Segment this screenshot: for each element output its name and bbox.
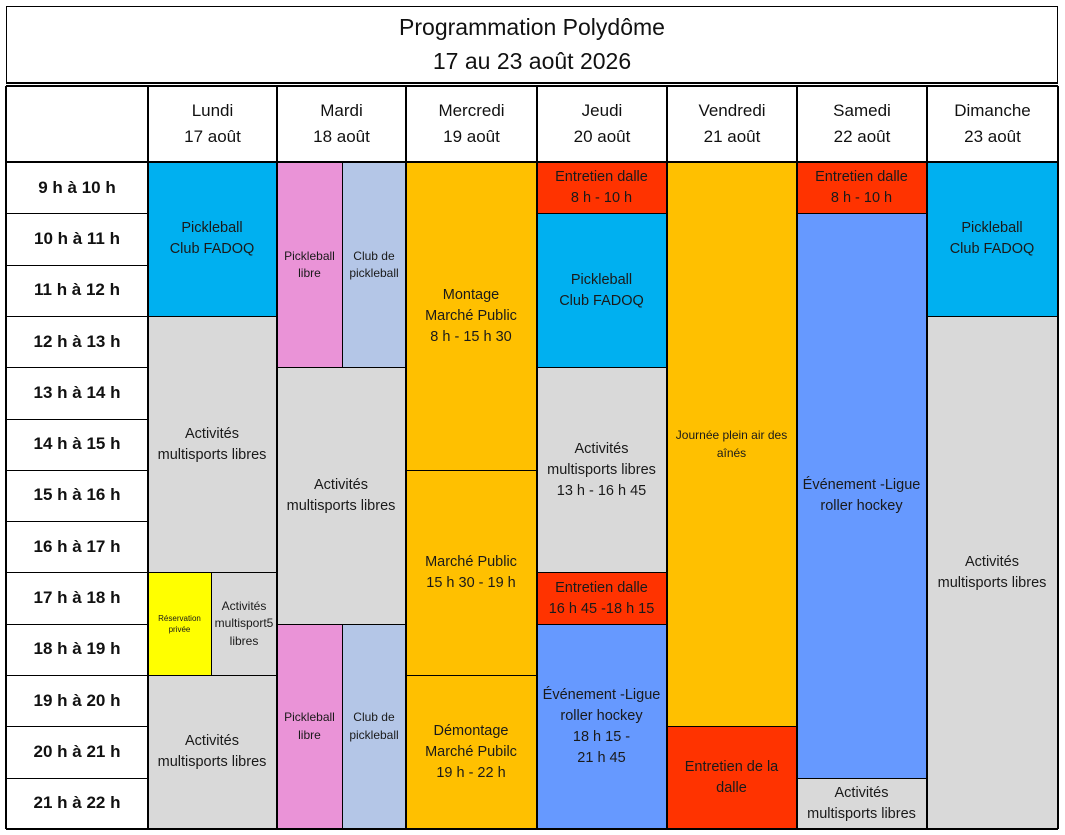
time-row-divider — [6, 213, 148, 215]
column-border — [147, 86, 149, 829]
event-block: Pickleball Club FADOQ — [148, 162, 277, 316]
column-border — [1057, 86, 1059, 829]
day-header-vendredi: Vendredi 21 août — [667, 86, 797, 162]
schedule-title: Programmation Polydôme 17 au 23 août 202… — [6, 6, 1058, 84]
day-name: Mardi — [320, 100, 363, 120]
day-date: 19 août — [443, 127, 500, 146]
grid-top-border — [6, 85, 1058, 87]
event-block: Activités multisports libres — [927, 315, 1058, 829]
time-row-divider — [6, 264, 148, 266]
day-name: Samedi — [833, 100, 891, 120]
grid-bottom-border — [6, 827, 1058, 830]
time-slot-label: 20 h à 21 h — [33, 741, 121, 761]
time-row-divider — [6, 469, 148, 471]
event-block: Pickleball libre — [277, 162, 343, 368]
event-block: Réservation privée — [148, 572, 212, 675]
event-block: Événement -Ligue roller hockey 18 h 15 -… — [537, 623, 667, 829]
event-block: Événement -Ligue roller hockey — [797, 213, 927, 778]
time-slot-label: 19 h à 20 h — [33, 690, 121, 710]
column-border — [276, 86, 278, 829]
event-block: Journée plein air des aînés — [667, 162, 797, 727]
event-block: Entretien dalle 8 h - 10 h — [537, 162, 667, 214]
column-border — [536, 86, 538, 829]
day-name: Vendredi — [698, 100, 766, 120]
day-header-jeudi: Jeudi 20 août — [537, 86, 667, 162]
day-date: 20 août — [573, 127, 631, 146]
time-row-divider — [6, 675, 148, 676]
time-slot-label: 13 h à 14 h — [33, 382, 121, 402]
time-slot-label: 9 h à 10 h — [38, 177, 116, 197]
time-slot-label: 10 h à 11 h — [34, 228, 120, 248]
column-border — [666, 86, 668, 829]
column-border — [5, 86, 7, 829]
time-slot-label: 21 h à 22 h — [33, 793, 121, 813]
time-row-divider — [6, 623, 148, 625]
event-block: Activités multisports libres — [148, 675, 277, 829]
event-block: Pickleball Club FADOQ — [537, 213, 667, 368]
time-row-divider — [6, 315, 148, 317]
day-header-samedi: Samedi 22 août — [797, 86, 927, 162]
event-block: Marché Public 15 h 30 - 19 h — [406, 469, 537, 675]
title-line-1: Programmation Polydôme — [399, 14, 665, 41]
event-block: Démontage Marché Pubilc 19 h - 22 h — [406, 675, 537, 829]
event-block: Montage Marché Public 8 h - 15 h 30 — [406, 162, 537, 470]
time-row-divider — [6, 418, 148, 420]
time-row-divider — [6, 777, 148, 779]
time-row-divider — [6, 726, 148, 728]
day-header-mercredi: Mercredi 19 août — [406, 86, 537, 162]
event-block: Pickleball libre — [277, 623, 343, 829]
event-block: Club de pickleball — [343, 162, 406, 368]
day-header-mardi: Mardi 18 août — [277, 86, 406, 162]
event-block: Pickleball Club FADOQ — [927, 162, 1058, 316]
day-name: Mercredi — [438, 100, 505, 120]
event-block: Activités multisports libres — [797, 777, 927, 829]
event-block: Activités multisport5 libres — [212, 572, 277, 675]
time-slot-label: 18 h à 19 h — [33, 639, 121, 659]
event-block: Entretien dalle 16 h 45 -18 h 15 — [537, 572, 667, 624]
day-name: Dimanche — [954, 100, 1031, 120]
column-border — [405, 86, 407, 829]
day-date: 21 août — [703, 127, 761, 146]
title-line-2: 17 au 23 août 2026 — [432, 47, 632, 74]
day-date: 17 août — [184, 127, 241, 146]
time-row-divider — [6, 521, 148, 523]
event-block: Entretien de la dalle — [667, 726, 797, 829]
day-date: 22 août — [833, 127, 891, 146]
event-block: Club de pickleball — [343, 623, 406, 829]
column-border — [926, 86, 928, 829]
time-slot-label: 12 h à 13 h — [33, 331, 121, 351]
header-bottom-border — [6, 161, 1058, 163]
time-slot-label: 17 h à 18 h — [33, 588, 121, 608]
day-name: Jeudi — [581, 100, 623, 120]
time-slot-label: 15 h à 16 h — [33, 485, 121, 505]
time-row-divider — [6, 572, 148, 574]
time-slot-label: 11 h à 12 h — [34, 280, 120, 300]
day-date: 23 août — [964, 127, 1021, 146]
day-header-dimanche: Dimanche 23 août — [927, 86, 1058, 162]
time-slot-label: 16 h à 17 h — [33, 536, 121, 556]
day-header-lundi: Lundi 17 août — [148, 86, 277, 162]
day-name: Lundi — [191, 100, 234, 120]
time-slot-label: 14 h à 15 h — [33, 434, 121, 454]
column-border — [796, 86, 798, 829]
event-block: Entretien dalle 8 h - 10 h — [797, 162, 927, 214]
day-date: 18 août — [313, 127, 370, 146]
event-block: Activités multisports libres 13 h - 16 h… — [537, 367, 667, 573]
event-block: Activités multisports libres — [148, 315, 277, 573]
event-block: Activités multisports libres — [277, 367, 406, 624]
time-row-divider — [6, 367, 148, 369]
